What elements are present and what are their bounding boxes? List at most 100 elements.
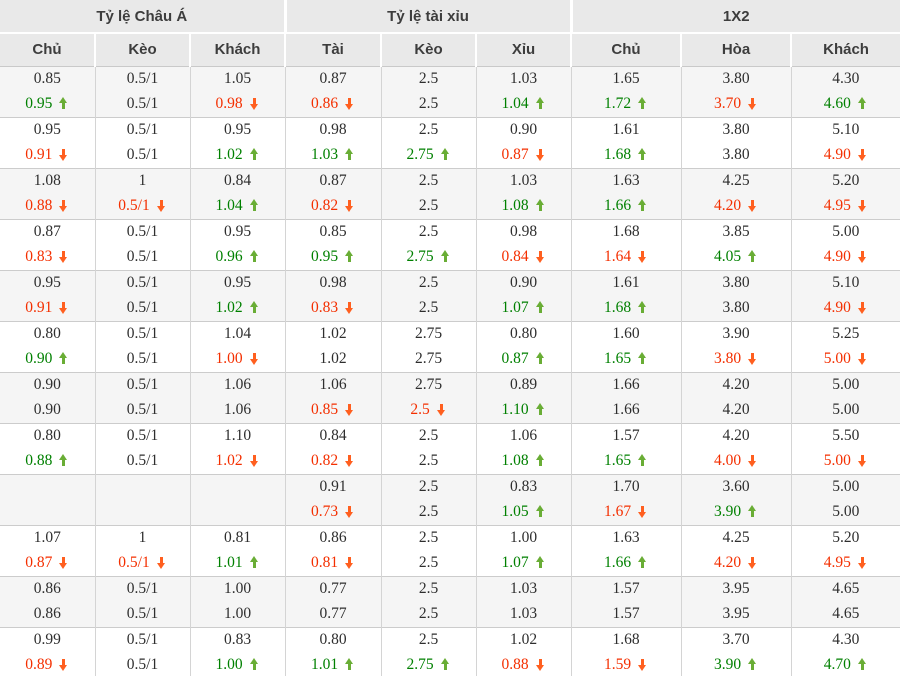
odds-value: 0.5/1 bbox=[126, 401, 159, 418]
odds-cell: 1.06 bbox=[285, 371, 382, 398]
odds-cell: 0.98 bbox=[190, 91, 286, 117]
down-arrow-icon bbox=[747, 352, 758, 365]
odds-value: 1 bbox=[138, 172, 147, 189]
odds-value: 0.5/1 bbox=[118, 554, 150, 571]
odds-cell: 0.5/1 bbox=[95, 422, 191, 449]
odds-cell: 3.80 bbox=[681, 116, 792, 143]
odds-cell: 3.85 bbox=[681, 218, 792, 245]
odds-value: 2.75 bbox=[406, 146, 434, 163]
odds-cell bbox=[190, 473, 286, 500]
odds-row: 0.95 0.5/1 0.95 0.98 2.5 0.90 1.61 3.80 5.10 bbox=[0, 269, 900, 296]
odds-cell: 4.30 bbox=[791, 626, 900, 653]
odds-cell: 5.00 bbox=[791, 346, 900, 372]
odds-cell: 1.59 bbox=[571, 652, 682, 676]
odds-cell: 1.02 bbox=[190, 142, 286, 168]
odds-value: 1.06 bbox=[223, 401, 252, 418]
odds-cell: 3.95 bbox=[681, 575, 792, 602]
odds-cell: 0.82 bbox=[285, 193, 382, 219]
odds-cell: 4.25 bbox=[681, 524, 792, 551]
odds-cell: 0.80 bbox=[0, 422, 96, 449]
odds-row: 0.87 0.5/1 1.01 0.81 2.5 1.07 1.66 4.20 4.95 bbox=[0, 550, 900, 576]
odds-cell: 0.5/1 bbox=[95, 550, 191, 576]
odds-cell: 2.75 bbox=[381, 346, 477, 372]
up-arrow-icon bbox=[249, 250, 260, 263]
odds-cell: 1.03 bbox=[476, 575, 572, 602]
odds-row: 0.88 0.5/1 1.04 0.82 2.5 1.08 1.66 4.20 4.95 bbox=[0, 193, 900, 219]
odds-value: 0.5/1 bbox=[126, 580, 159, 597]
col-header-1x2-draw: Hòa bbox=[681, 33, 793, 67]
odds-value: 1.72 bbox=[603, 95, 632, 112]
odds-cell: 2.75 bbox=[381, 142, 477, 168]
odds-row: 0.91 0.5/1 1.02 0.83 2.5 1.07 1.68 3.80 4.90 bbox=[0, 295, 900, 321]
odds-cell: 2.5 bbox=[381, 422, 477, 449]
odds-value: 5.25 bbox=[832, 325, 860, 342]
odds-value: 0.5/1 bbox=[126, 299, 159, 316]
col-header-asian-home: Chủ bbox=[0, 33, 96, 67]
odds-cell: 0.81 bbox=[285, 550, 382, 576]
odds-cell: 1.66 bbox=[571, 371, 682, 398]
odds-cell: 0.95 bbox=[285, 244, 382, 270]
odds-cell: 2.5 bbox=[381, 524, 477, 551]
odds-value: 1.66 bbox=[603, 197, 632, 214]
odds-cell: 2.5 bbox=[381, 550, 477, 576]
odds-cell: 0.86 bbox=[0, 575, 96, 602]
odds-value: 1.66 bbox=[612, 401, 640, 418]
odds-cell: 1.00 bbox=[190, 601, 286, 627]
odds-cell: 1.57 bbox=[571, 575, 682, 602]
odds-cell: 1.02 bbox=[285, 346, 382, 372]
odds-value: 0.86 bbox=[319, 529, 347, 546]
odds-cell: 0.5/1 bbox=[95, 371, 191, 398]
odds-cell: 1.02 bbox=[190, 295, 286, 321]
odds-cell: 3.80 bbox=[681, 346, 792, 372]
odds-value: 0.98 bbox=[319, 121, 347, 138]
odds-cell: 1.66 bbox=[571, 397, 682, 423]
odds-cell: 1.06 bbox=[190, 371, 286, 398]
odds-value: 0.5/1 bbox=[126, 452, 159, 469]
odds-value: 0.85 bbox=[319, 223, 347, 240]
odds-cell: 0.5/1 bbox=[95, 142, 191, 168]
odds-cell: 0.5/1 bbox=[95, 346, 191, 372]
odds-cell: 4.65 bbox=[791, 575, 900, 602]
odds-cell: 1.63 bbox=[571, 524, 682, 551]
odds-value: 0.87 bbox=[33, 223, 61, 240]
odds-cell: 0.83 bbox=[476, 473, 572, 500]
odds-cell: 2.5 bbox=[381, 473, 477, 500]
odds-cell: 0.90 bbox=[476, 269, 572, 296]
odds-cell: 4.20 bbox=[681, 422, 792, 449]
odds-cell: 1.07 bbox=[476, 295, 572, 321]
odds-cell: 5.00 bbox=[791, 448, 900, 474]
odds-value: 0.87 bbox=[501, 146, 529, 163]
down-arrow-icon bbox=[747, 97, 758, 110]
down-arrow-icon bbox=[857, 250, 868, 263]
odds-value: 2.5 bbox=[418, 452, 439, 469]
odds-cell: 1 bbox=[95, 167, 191, 194]
odds-value: 4.00 bbox=[713, 452, 742, 469]
odds-cell: 1.61 bbox=[571, 269, 682, 296]
odds-value: 0.81 bbox=[223, 529, 252, 546]
odds-cell: 1.61 bbox=[571, 116, 682, 143]
up-arrow-icon bbox=[637, 199, 648, 212]
odds-value: 2.75 bbox=[414, 376, 443, 393]
up-arrow-icon bbox=[344, 148, 355, 161]
odds-value: 0.88 bbox=[501, 656, 529, 674]
odds-value: 0.5/1 bbox=[126, 427, 159, 444]
odds-value: 0.96 bbox=[215, 248, 243, 265]
odds-cell: 0.5/1 bbox=[95, 66, 191, 92]
odds-value: 1.08 bbox=[501, 452, 529, 469]
odds-value: 1.05 bbox=[501, 503, 529, 520]
odds-value: 1.00 bbox=[223, 605, 252, 622]
odds-row: 0.90 0.5/1 1.06 1.06 2.75 0.89 1.66 4.20 5.00 bbox=[0, 371, 900, 398]
odds-value: 4.70 bbox=[823, 656, 851, 674]
odds-value: 1.70 bbox=[612, 478, 640, 495]
col-header-asian-away: Khách bbox=[190, 33, 287, 67]
odds-cell: 0.87 bbox=[476, 142, 572, 168]
odds-cell: 1.07 bbox=[0, 524, 96, 551]
odds-value: 3.85 bbox=[722, 223, 750, 240]
odds-table-body: 0.85 0.5/1 1.05 0.87 2.5 1.03 1.65 3.80 4.30 0.95… bbox=[0, 66, 900, 676]
odds-cell: 0.90 bbox=[0, 371, 96, 398]
odds-value: 2.5 bbox=[418, 223, 439, 240]
odds-cell: 4.05 bbox=[681, 244, 792, 270]
odds-value: 0.5/1 bbox=[126, 146, 159, 163]
odds-cell: 0.91 bbox=[0, 142, 96, 168]
odds-value: 3.90 bbox=[722, 325, 750, 342]
